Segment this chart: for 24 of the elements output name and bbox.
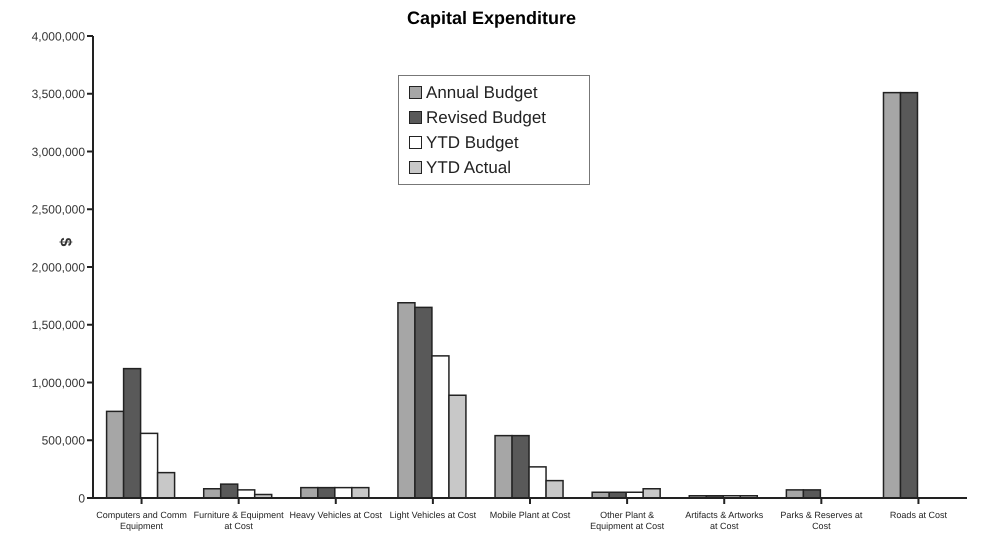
legend-label: YTD Budget bbox=[426, 132, 519, 154]
y-tick-label: 500,000 bbox=[42, 434, 86, 448]
y-axis-title: $ bbox=[55, 238, 74, 246]
y-tick-label: 0 bbox=[78, 491, 86, 506]
x-tick-label: Parks & Reserves at Cost bbox=[780, 510, 863, 531]
y-tick-label: 4,000,000 bbox=[32, 29, 86, 44]
x-tick-label: Light Vehicles at Cost bbox=[390, 510, 477, 520]
y-tick-label: 2,000,000 bbox=[32, 260, 86, 274]
y-tick-label: 2,500,000 bbox=[32, 202, 86, 217]
legend-label: Annual Budget bbox=[426, 82, 538, 104]
y-tick-label: 3,500,000 bbox=[32, 87, 86, 102]
x-tick-label: Roads at Cost bbox=[890, 510, 948, 520]
chart-title: Capital Expenditure bbox=[406, 8, 578, 30]
x-tick-label: Furniture & Equipment at Cost bbox=[194, 510, 284, 531]
y-tick-label: 1,000,000 bbox=[32, 376, 86, 390]
legend-label: Revised Budget bbox=[426, 107, 546, 129]
y-tick-label: 1,500,000 bbox=[32, 318, 86, 332]
x-tick-label: Computers and Comm Equipment bbox=[96, 510, 187, 531]
x-tick-label: Heavy Vehicles at Cost bbox=[290, 510, 383, 520]
x-tick-label: Other Plant & Equipment at Cost bbox=[590, 510, 665, 531]
x-tick-label: Mobile Plant at Cost bbox=[490, 510, 571, 520]
x-tick-label: Artifacts & Artworks at Cost bbox=[685, 510, 764, 531]
y-tick-label: 3,000,000 bbox=[32, 144, 86, 159]
legend-label: YTD Actual bbox=[426, 157, 512, 179]
